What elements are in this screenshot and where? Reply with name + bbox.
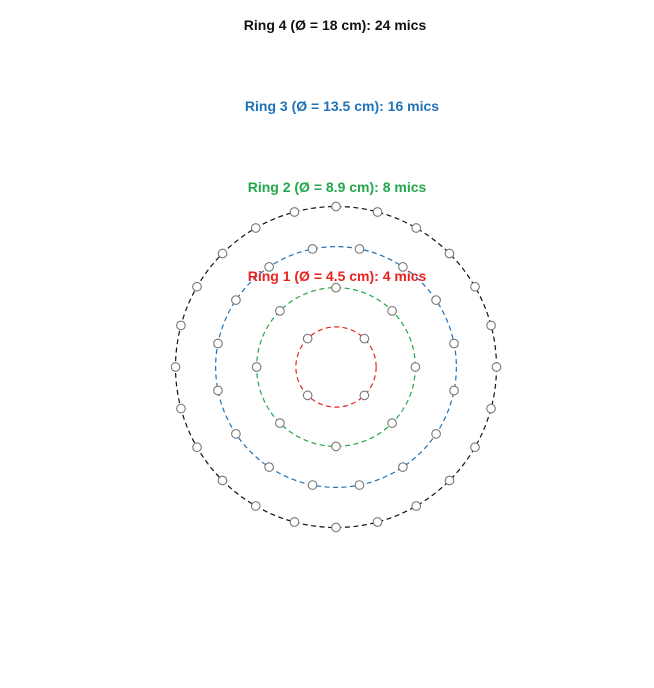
ring-3-mic xyxy=(231,429,241,439)
ring-1-circle xyxy=(295,326,377,408)
ring-4-mic xyxy=(192,442,202,453)
ring-2-mic xyxy=(331,282,341,293)
ring-3-mic xyxy=(354,480,365,490)
ring-2-mic xyxy=(275,306,285,316)
ring-3-mic xyxy=(264,462,274,472)
ring-4-mic xyxy=(289,517,300,527)
ring-4-mic xyxy=(176,403,186,414)
ring-4-mic xyxy=(250,223,261,233)
ring-3-mic xyxy=(398,462,408,472)
ring-4-mic xyxy=(176,320,186,331)
ring-4-label: Ring 4 (Ø = 18 cm): 24 mics xyxy=(244,17,427,33)
ring-4-mic xyxy=(250,501,261,511)
ring-4-mic xyxy=(217,475,228,486)
ring-4-mic xyxy=(486,320,496,331)
ring-4-mic xyxy=(444,475,455,486)
ring-3-mic xyxy=(213,385,223,396)
ring-3-mic xyxy=(449,338,459,349)
ring-3-mic xyxy=(307,480,318,490)
ring-3-mic xyxy=(264,262,274,272)
ring-3-mic xyxy=(431,429,441,439)
ring-4-mic xyxy=(470,281,480,292)
ring-4-mic xyxy=(331,201,341,212)
ring-4-mic xyxy=(192,281,202,292)
ring-1-mic xyxy=(302,390,313,401)
ring-4-mic xyxy=(491,362,502,372)
ring-4-mic xyxy=(411,223,422,233)
microphones-layer xyxy=(170,201,502,533)
ring-3-mic xyxy=(231,295,241,305)
ring-3-circle xyxy=(215,246,457,488)
ring-3-mic xyxy=(398,262,408,272)
ring-4-mic xyxy=(444,248,455,259)
ring-3-mic xyxy=(213,338,223,349)
ring-2-mic xyxy=(387,306,397,316)
ring-3-mic xyxy=(449,385,459,396)
labels-layer: Ring 4 (Ø = 18 cm): 24 mics Ring 3 (Ø = … xyxy=(244,17,440,284)
ring-4-mic xyxy=(372,517,383,527)
ring-4-mic xyxy=(372,207,383,217)
ring-2-label: Ring 2 (Ø = 8.9 cm): 8 mics xyxy=(248,179,427,195)
ring-1-label: Ring 1 (Ø = 4.5 cm): 4 mics xyxy=(248,268,427,284)
ring-2-mic xyxy=(331,441,341,452)
ring-4-mic xyxy=(217,248,228,259)
ring-2-mic xyxy=(251,362,262,372)
ring-1-mic xyxy=(302,333,313,344)
ring-3-label: Ring 3 (Ø = 13.5 cm): 16 mics xyxy=(245,98,439,114)
ring-4-mic xyxy=(170,362,181,372)
ring-3-mic xyxy=(431,295,441,305)
ring-2-mic xyxy=(410,362,421,372)
ring-1-mic xyxy=(359,390,370,401)
ring-2-mic xyxy=(387,418,397,428)
ring-3-mic xyxy=(354,244,365,254)
ring-4-mic xyxy=(331,522,341,533)
ring-4-mic xyxy=(486,403,496,414)
ring-4-mic xyxy=(411,501,422,511)
ring-3-mic xyxy=(307,244,318,254)
ring-4-mic xyxy=(289,207,300,217)
ring-1-mic xyxy=(359,333,370,344)
ring-4-mic xyxy=(470,442,480,453)
ring-2-mic xyxy=(275,418,285,428)
